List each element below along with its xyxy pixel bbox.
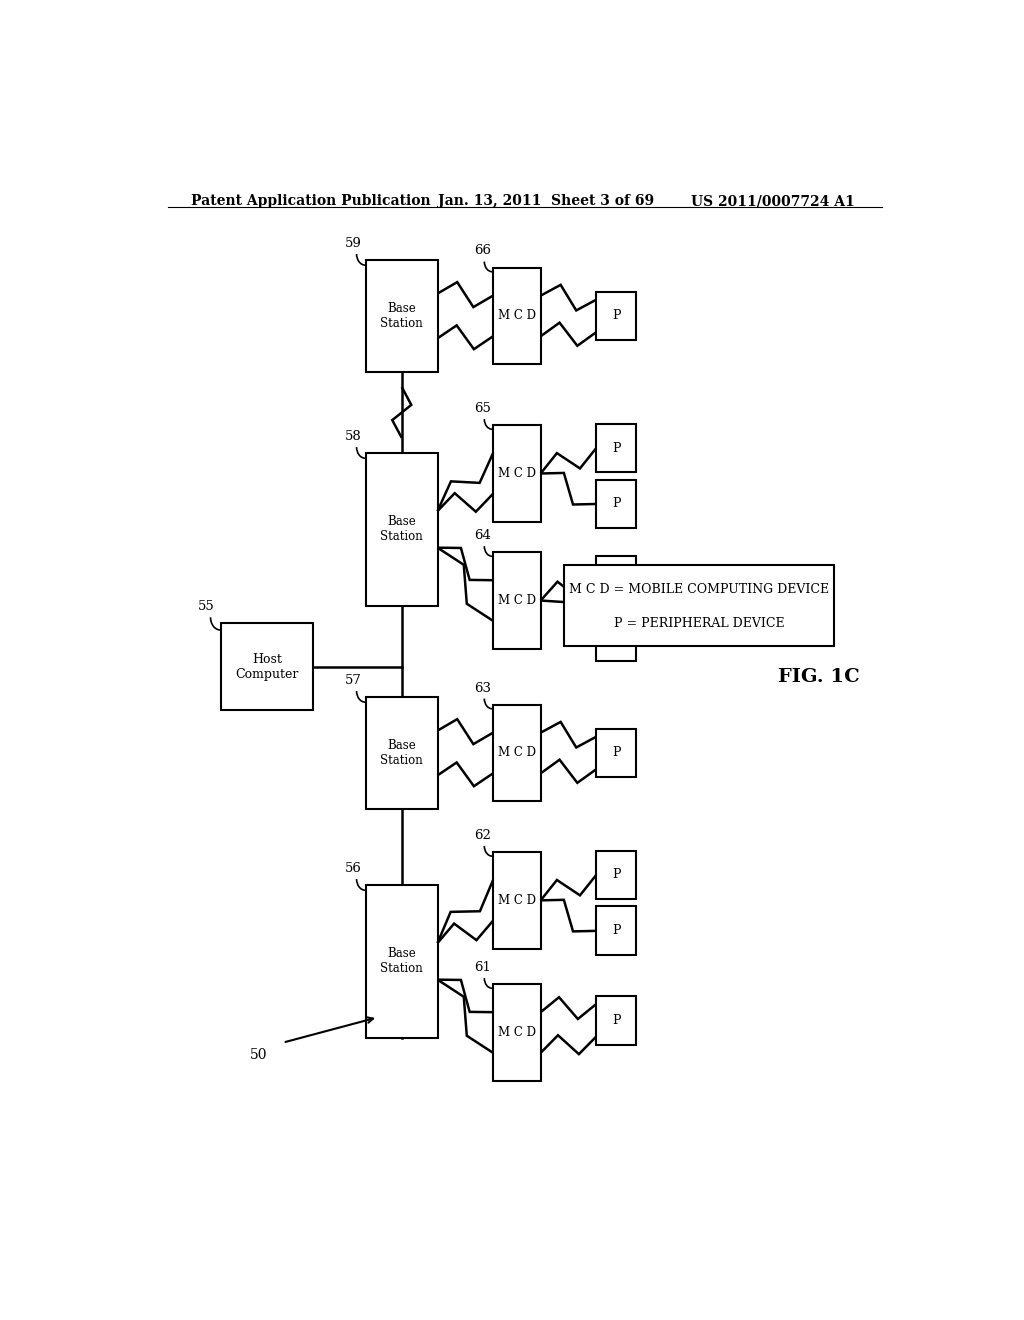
FancyBboxPatch shape: [596, 479, 636, 528]
Text: Patent Application Publication: Patent Application Publication: [191, 194, 431, 209]
Text: Base
Station: Base Station: [381, 948, 423, 975]
FancyBboxPatch shape: [596, 850, 636, 899]
Text: P = PERIPHERAL DEVICE: P = PERIPHERAL DEVICE: [614, 618, 784, 631]
Text: P: P: [611, 869, 621, 882]
Text: Jan. 13, 2011  Sheet 3 of 69: Jan. 13, 2011 Sheet 3 of 69: [437, 194, 653, 209]
Text: P: P: [611, 442, 621, 454]
FancyBboxPatch shape: [367, 260, 437, 372]
Text: 58: 58: [345, 430, 362, 444]
Text: 55: 55: [199, 601, 215, 614]
Text: P: P: [611, 1014, 621, 1027]
Text: M C D: M C D: [498, 747, 536, 759]
Text: 65: 65: [474, 403, 490, 414]
Text: 66: 66: [474, 244, 490, 257]
FancyBboxPatch shape: [494, 552, 541, 649]
FancyBboxPatch shape: [494, 985, 541, 1081]
Text: 62: 62: [474, 829, 490, 842]
Text: 50: 50: [250, 1048, 267, 1061]
FancyBboxPatch shape: [494, 853, 541, 949]
FancyBboxPatch shape: [221, 623, 312, 710]
FancyBboxPatch shape: [596, 611, 636, 660]
FancyBboxPatch shape: [494, 268, 541, 364]
Text: Base
Station: Base Station: [381, 739, 423, 767]
FancyBboxPatch shape: [494, 425, 541, 521]
FancyBboxPatch shape: [596, 424, 636, 473]
Text: 61: 61: [474, 961, 490, 974]
Text: P: P: [611, 309, 621, 322]
Text: M C D = MOBILE COMPUTING DEVICE: M C D = MOBILE COMPUTING DEVICE: [569, 583, 829, 595]
Text: Host
Computer: Host Computer: [236, 652, 299, 681]
Text: M C D: M C D: [498, 594, 536, 607]
Text: 56: 56: [345, 862, 362, 875]
Text: M C D: M C D: [498, 894, 536, 907]
FancyBboxPatch shape: [564, 565, 835, 647]
FancyBboxPatch shape: [596, 995, 636, 1044]
FancyBboxPatch shape: [596, 907, 636, 956]
Text: P: P: [611, 747, 621, 759]
Text: P: P: [611, 924, 621, 937]
FancyBboxPatch shape: [494, 705, 541, 801]
Text: 64: 64: [474, 529, 490, 543]
FancyBboxPatch shape: [596, 729, 636, 777]
FancyBboxPatch shape: [367, 453, 437, 606]
Text: P: P: [611, 574, 621, 586]
Text: P: P: [611, 498, 621, 511]
Text: 63: 63: [474, 681, 490, 694]
Text: M C D: M C D: [498, 309, 536, 322]
FancyBboxPatch shape: [596, 292, 636, 341]
FancyBboxPatch shape: [367, 697, 437, 809]
FancyBboxPatch shape: [367, 886, 437, 1038]
Text: FIG. 1C: FIG. 1C: [777, 668, 859, 686]
Text: P: P: [611, 630, 621, 643]
Text: 59: 59: [345, 236, 362, 249]
Text: US 2011/0007724 A1: US 2011/0007724 A1: [691, 194, 855, 209]
Text: M C D: M C D: [498, 1026, 536, 1039]
FancyBboxPatch shape: [596, 556, 636, 605]
Text: Base
Station: Base Station: [381, 302, 423, 330]
Text: 57: 57: [345, 675, 362, 686]
Text: Base
Station: Base Station: [381, 515, 423, 544]
Text: M C D: M C D: [498, 467, 536, 480]
